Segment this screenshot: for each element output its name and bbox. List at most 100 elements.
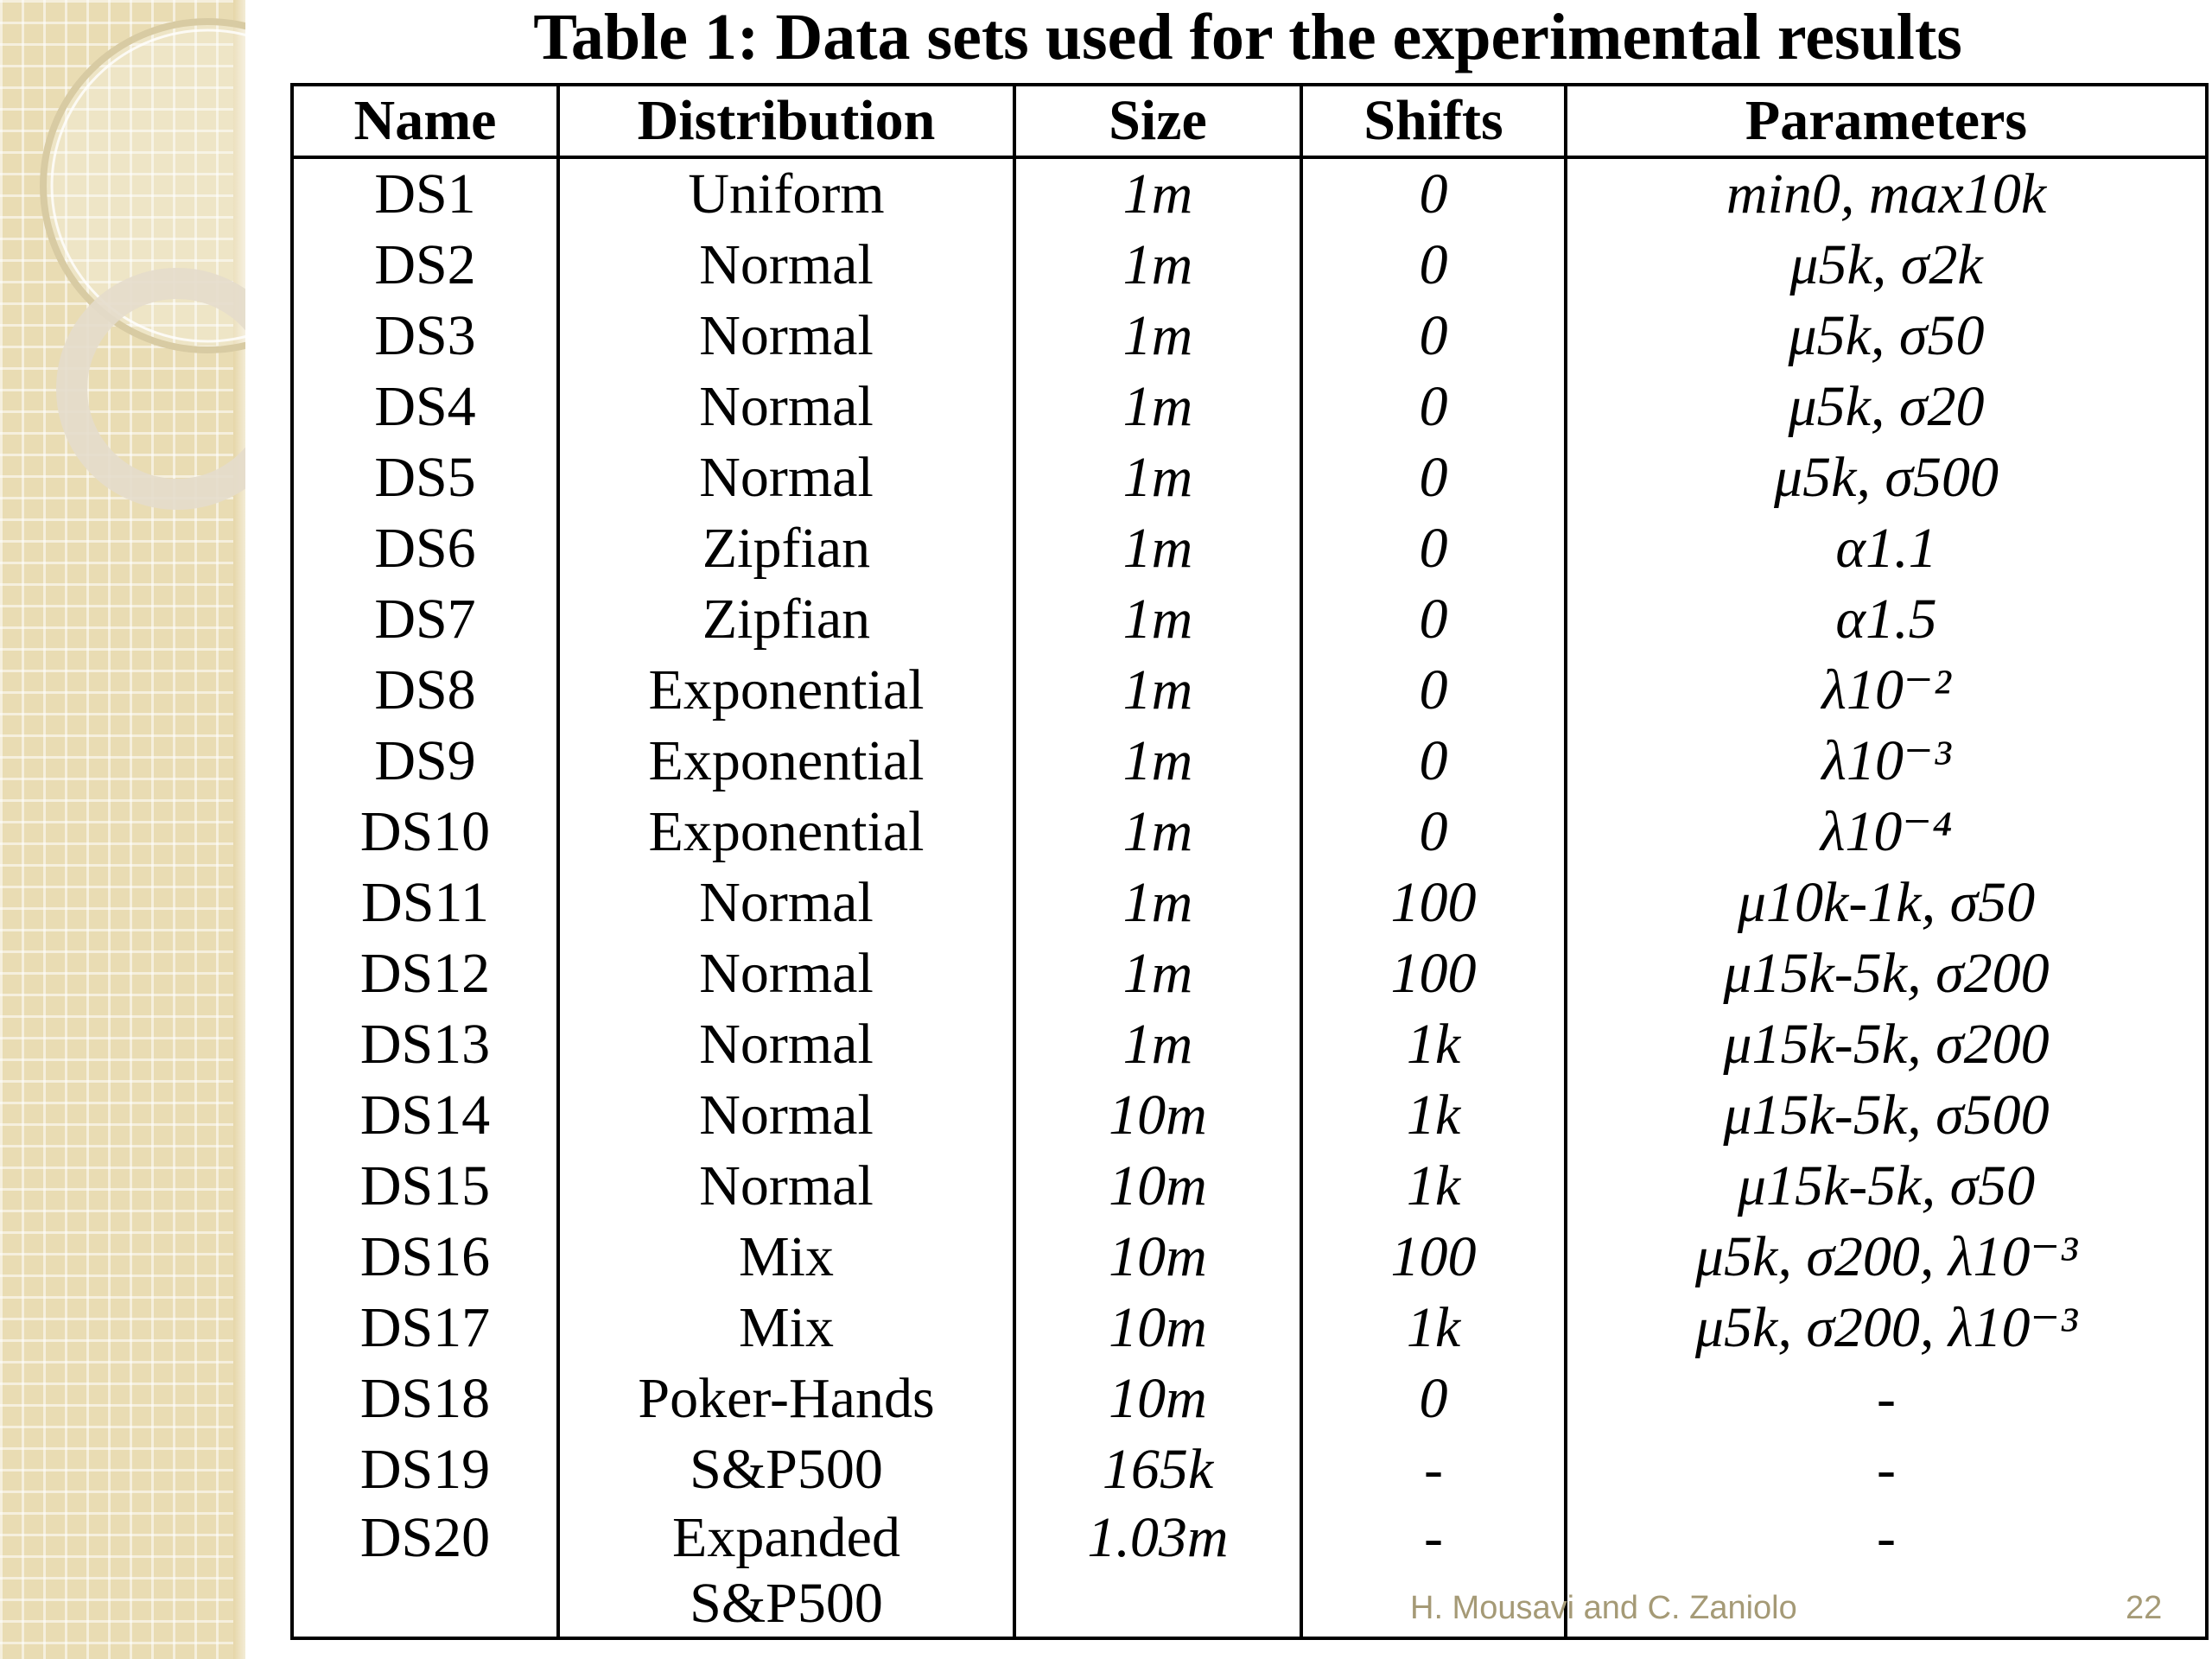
cell-size: 1m (1013, 372, 1303, 442)
cell-shifts: 100 (1300, 938, 1567, 1009)
cell-shifts: 100 (1300, 1222, 1567, 1293)
data-sets-table: Name Distribution Size Shifts Parameters… (290, 83, 2209, 1640)
header-parameters: Parameters (1564, 83, 2209, 159)
cell-size: 1.03m (1013, 1505, 1303, 1640)
cell-parameters: λ10⁻³ (1564, 726, 2209, 797)
cell-name: DS15 (290, 1151, 560, 1222)
table-row: DS16 Mix 10m 100 μ5k, σ200, λ10⁻³ (290, 1222, 2209, 1293)
cell-size: 1m (1013, 301, 1303, 372)
cell-size: 1m (1013, 584, 1303, 655)
cell-parameters: μ15k-5k, σ200 (1564, 1009, 2209, 1080)
cell-shifts: 0 (1300, 513, 1567, 584)
cell-parameters: α1.1 (1564, 513, 2209, 584)
cell-shifts: 0 (1300, 584, 1567, 655)
decorative-rings (40, 18, 245, 510)
cell-name: DS3 (290, 301, 560, 372)
cell-shifts: 0 (1300, 230, 1567, 301)
cell-name: DS17 (290, 1293, 560, 1363)
cell-distribution: Exponential (556, 655, 1016, 726)
table-row: DS9 Exponential 1m 0 λ10⁻³ (290, 726, 2209, 797)
cell-parameters: μ5k, σ50 (1564, 301, 2209, 372)
cell-parameters: μ5k, σ200, λ10⁻³ (1564, 1222, 2209, 1293)
table-row: DS11 Normal 1m 100 μ10k-1k, σ50 (290, 868, 2209, 938)
cell-size: 10m (1013, 1222, 1303, 1293)
table-row: DS7 Zipfian 1m 0 α1.5 (290, 584, 2209, 655)
cell-distribution: Mix (556, 1293, 1016, 1363)
cell-parameters: μ5k, σ500 (1564, 442, 2209, 513)
cell-distribution: Mix (556, 1222, 1016, 1293)
table-row: DS20 Expanded S&P500 1.03m - - (290, 1505, 2209, 1640)
cell-distribution: Zipfian (556, 584, 1016, 655)
decorative-band-edge (233, 0, 245, 1659)
cell-parameters: μ5k, σ200, λ10⁻³ (1564, 1293, 2209, 1363)
cell-name: DS16 (290, 1222, 560, 1293)
table-row: DS15 Normal 10m 1k μ15k-5k, σ50 (290, 1151, 2209, 1222)
header-size: Size (1013, 83, 1303, 159)
cell-size: 10m (1013, 1363, 1303, 1434)
page-number: 22 (2126, 1590, 2163, 1626)
cell-size: 1m (1013, 797, 1303, 868)
cell-shifts: 0 (1300, 157, 1567, 230)
header-name: Name (290, 83, 560, 159)
cell-shifts: 100 (1300, 868, 1567, 938)
cell-parameters: min0, max10k (1564, 157, 2209, 230)
table-row: DS13 Normal 1m 1k μ15k-5k, σ200 (290, 1009, 2209, 1080)
cell-size: 1m (1013, 442, 1303, 513)
cell-parameters: μ15k-5k, σ50 (1564, 1151, 2209, 1222)
cell-size: 1m (1013, 1009, 1303, 1080)
cell-distribution: Normal (556, 230, 1016, 301)
cell-size: 1m (1013, 868, 1303, 938)
header-shifts: Shifts (1300, 83, 1567, 159)
table-row: DS6 Zipfian 1m 0 α1.1 (290, 513, 2209, 584)
cell-distribution: Poker-Hands (556, 1363, 1016, 1434)
cell-size: 10m (1013, 1151, 1303, 1222)
cell-distribution: Uniform (556, 157, 1016, 230)
cell-name: DS9 (290, 726, 560, 797)
cell-distribution: Normal (556, 442, 1016, 513)
table-row: DS19 S&P500 165k - - (290, 1434, 2209, 1505)
cell-name: DS2 (290, 230, 560, 301)
cell-shifts: 1k (1300, 1293, 1567, 1363)
cell-name: DS10 (290, 797, 560, 868)
cell-name: DS14 (290, 1080, 560, 1151)
cell-shifts: - (1300, 1434, 1567, 1505)
cell-size: 1m (1013, 513, 1303, 584)
cell-size: 1m (1013, 230, 1303, 301)
cell-parameters: - (1564, 1505, 2209, 1640)
cell-name: DS5 (290, 442, 560, 513)
table-title: Table 1: Data sets used for the experime… (533, 1, 1962, 73)
table-header-row: Name Distribution Size Shifts Parameters (290, 83, 2209, 159)
cell-parameters: λ10⁻² (1564, 655, 2209, 726)
cell-shifts: 0 (1300, 1363, 1567, 1434)
cell-size: 1m (1013, 726, 1303, 797)
cell-parameters: - (1564, 1363, 2209, 1434)
cell-distribution: Normal (556, 1009, 1016, 1080)
cell-shifts: 0 (1300, 301, 1567, 372)
table-row: DS3 Normal 1m 0 μ5k, σ50 (290, 301, 2209, 372)
cell-shifts: 0 (1300, 655, 1567, 726)
cell-name: DS18 (290, 1363, 560, 1434)
cell-shifts: - (1300, 1505, 1567, 1640)
cell-parameters: μ5k, σ2k (1564, 230, 2209, 301)
table-row: DS1 Uniform 1m 0 min0, max10k (290, 157, 2209, 230)
cell-distribution: Normal (556, 1080, 1016, 1151)
cell-shifts: 0 (1300, 372, 1567, 442)
cell-name: DS6 (290, 513, 560, 584)
cell-parameters: μ15k-5k, σ500 (1564, 1080, 2209, 1151)
cell-name: DS13 (290, 1009, 560, 1080)
table-body: DS1 Uniform 1m 0 min0, max10k DS2 Normal 1m 0 μ5k… (290, 157, 2209, 1640)
cell-name: DS19 (290, 1434, 560, 1505)
cell-distribution: Normal (556, 301, 1016, 372)
cell-shifts: 1k (1300, 1009, 1567, 1080)
cell-name: DS4 (290, 372, 560, 442)
cell-distribution: Normal (556, 868, 1016, 938)
table-row: DS4 Normal 1m 0 μ5k, σ20 (290, 372, 2209, 442)
cell-size: 1m (1013, 157, 1303, 230)
table-row: DS12 Normal 1m 100 μ15k-5k, σ200 (290, 938, 2209, 1009)
large-ring (40, 18, 245, 353)
table-row: DS5 Normal 1m 0 μ5k, σ500 (290, 442, 2209, 513)
cell-parameters: λ10⁻⁴ (1564, 797, 2209, 868)
cell-size: 10m (1013, 1080, 1303, 1151)
cell-shifts: 1k (1300, 1080, 1567, 1151)
